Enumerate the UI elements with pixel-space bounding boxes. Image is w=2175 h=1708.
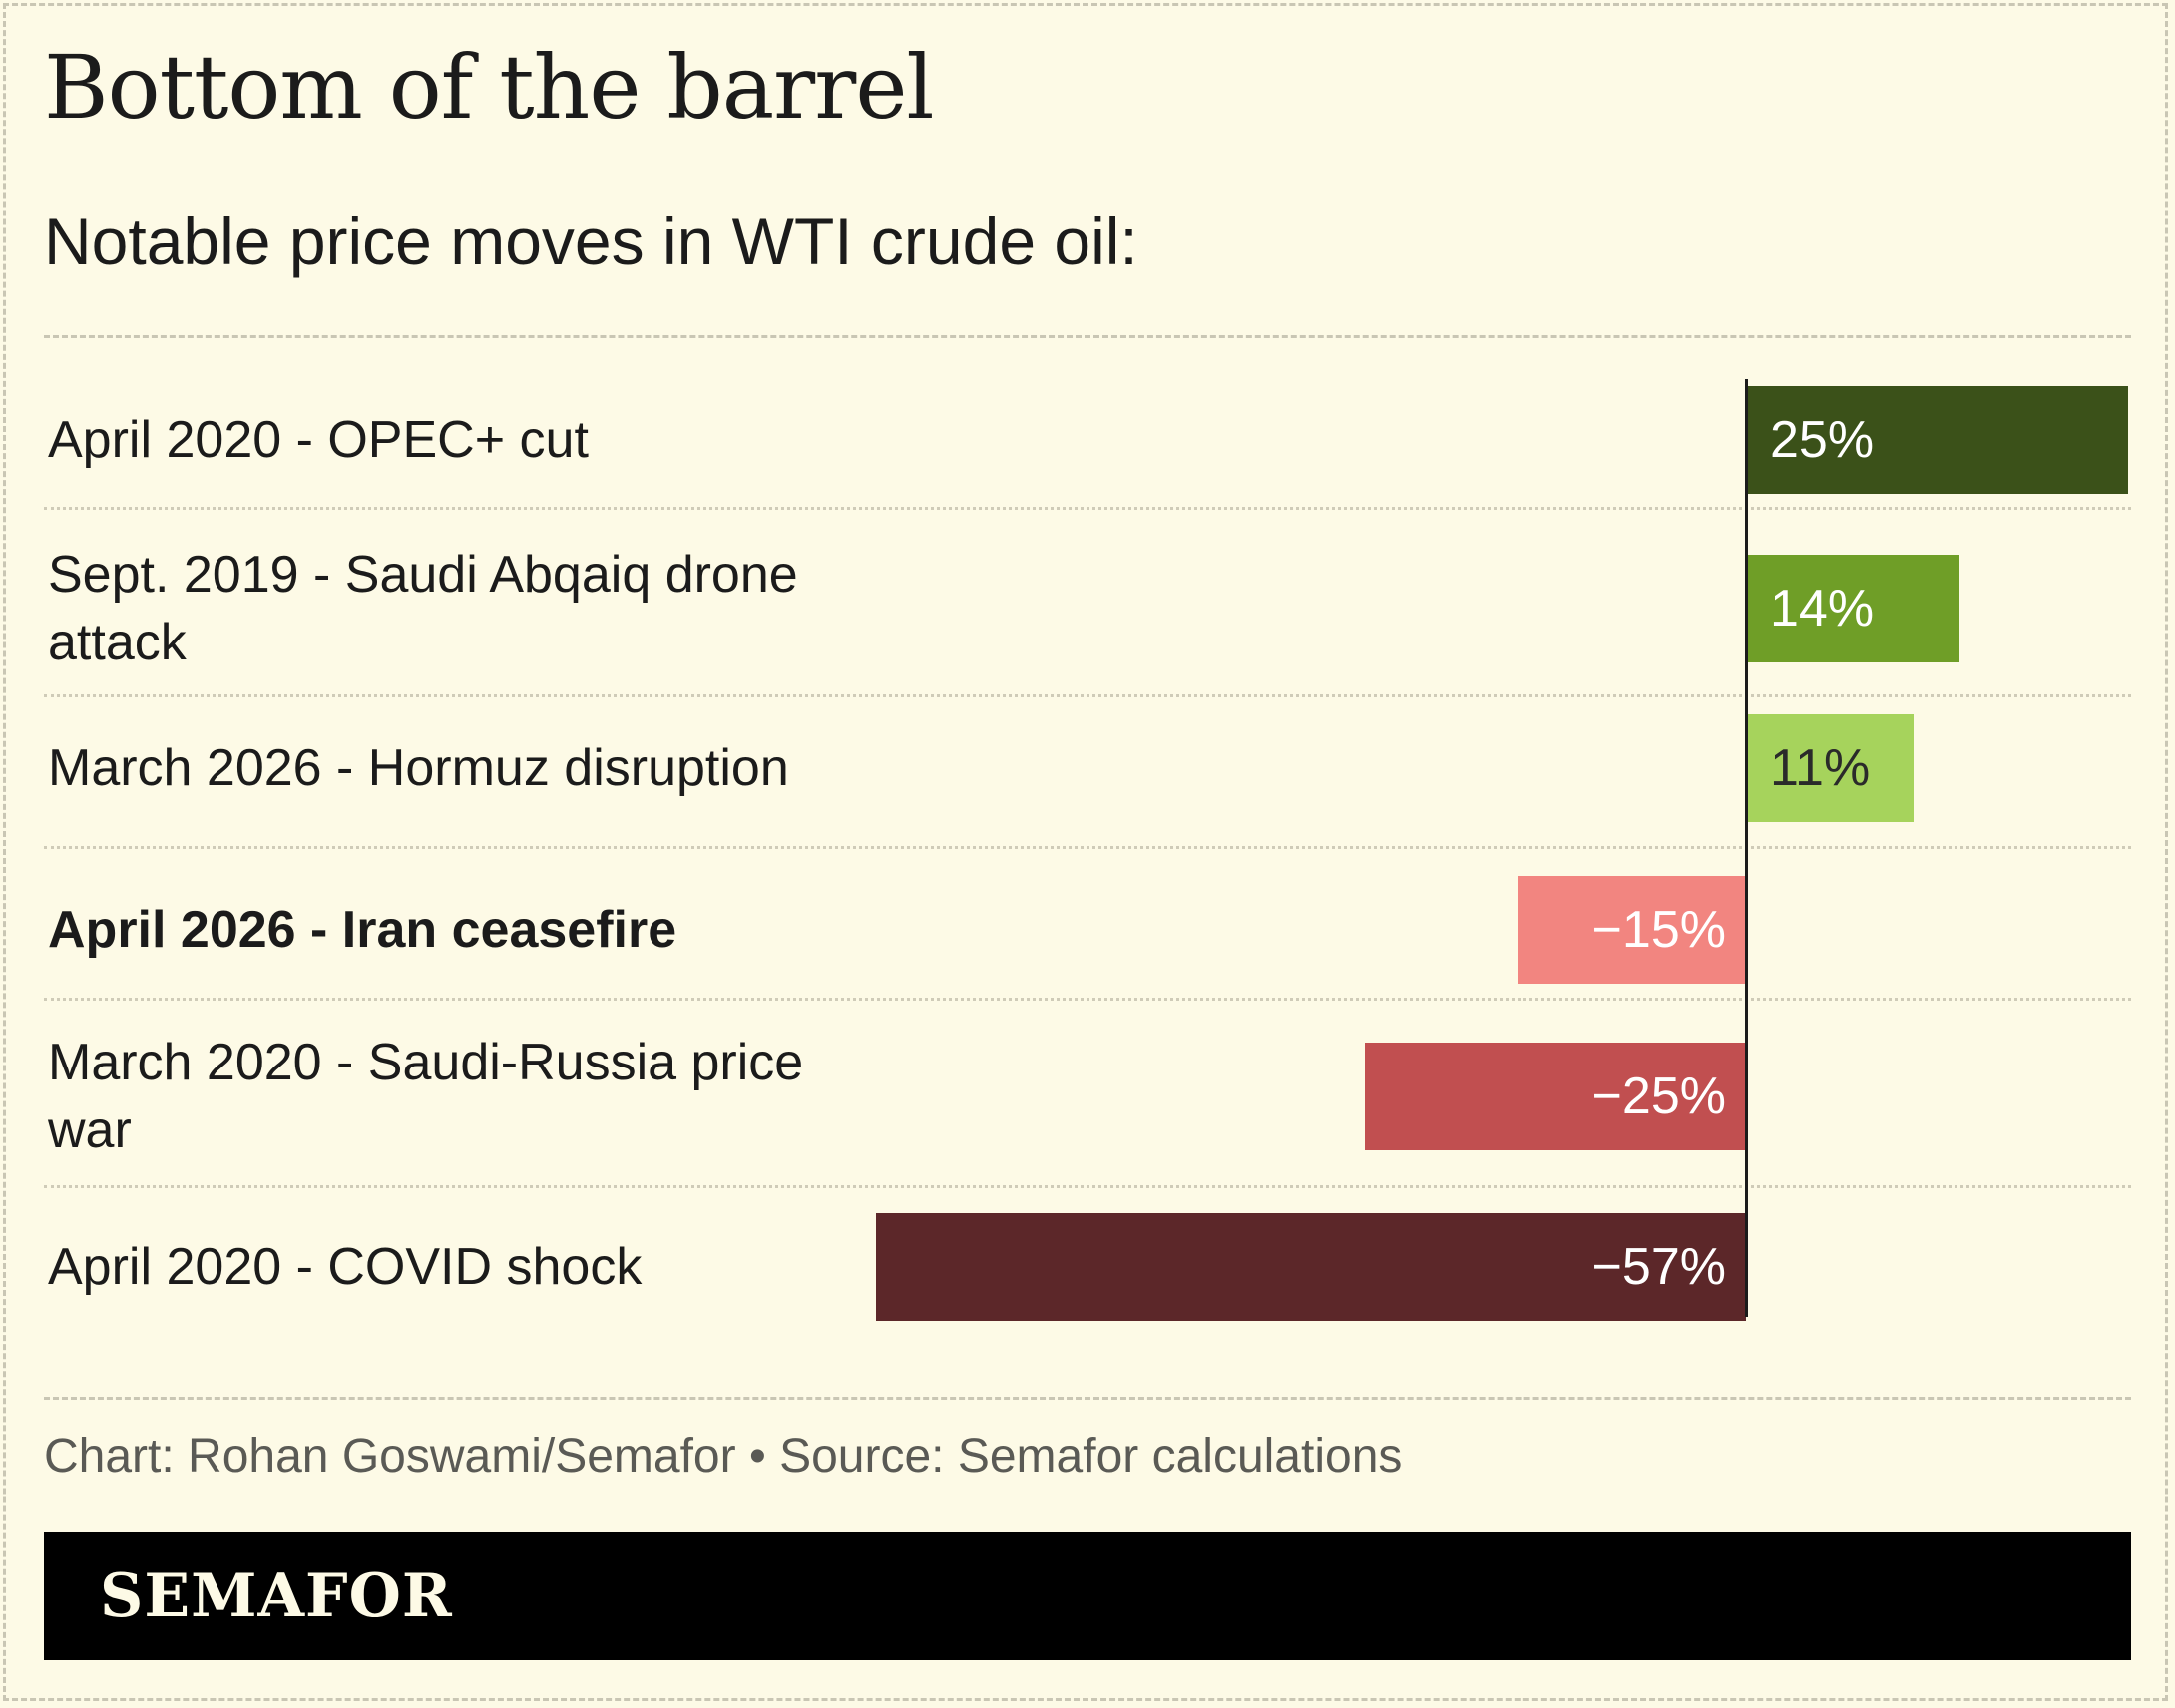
bar: 11%: [1746, 714, 1915, 822]
bar: −25%: [1364, 1043, 1746, 1150]
row-separator: [44, 694, 2131, 697]
row-separator: [44, 998, 2131, 1001]
chart-subtitle: Notable price moves in WTI crude oil:: [44, 205, 1138, 278]
bar-value-label: 11%: [1770, 739, 1871, 797]
footer-bar: SEMAFOR: [44, 1532, 2131, 1660]
bar: −57%: [875, 1213, 1746, 1321]
category-label: April 2026 - Iran ceasefire: [48, 901, 677, 959]
chart-frame: [3, 3, 2168, 1701]
chart-title: Bottom of the barrel: [44, 36, 935, 139]
row-separator: [44, 1185, 2131, 1188]
zero-axis-line: [1745, 379, 1748, 1317]
bar-value-label: −15%: [1591, 901, 1726, 959]
bar-value-label: −25%: [1591, 1068, 1726, 1125]
bar-value-label: 14%: [1770, 580, 1875, 638]
row-separator: [44, 507, 2131, 510]
bar: −15%: [1517, 876, 1746, 984]
semafor-logo: SEMAFOR: [100, 1561, 453, 1631]
chart-credit: Chart: Rohan Goswami/Semafor • Source: S…: [44, 1430, 1403, 1483]
category-label: March 2026 - Hormuz disruption: [48, 739, 789, 797]
row-separator: [44, 846, 2131, 849]
top-rule: [44, 335, 2131, 338]
category-label: April 2020 - COVID shock: [48, 1238, 643, 1296]
bar: 14%: [1746, 555, 1960, 662]
bar-value-label: 25%: [1770, 411, 1875, 469]
bottom-rule: [44, 1397, 2131, 1400]
category-label: April 2020 - OPEC+ cut: [48, 411, 589, 469]
category-label: March 2020 - Saudi-Russia price war: [48, 1034, 804, 1159]
bar-value-label: −57%: [1591, 1238, 1726, 1296]
category-label: Sept. 2019 - Saudi Abqaiq drone attack: [48, 546, 798, 671]
bar: 25%: [1746, 386, 2128, 494]
